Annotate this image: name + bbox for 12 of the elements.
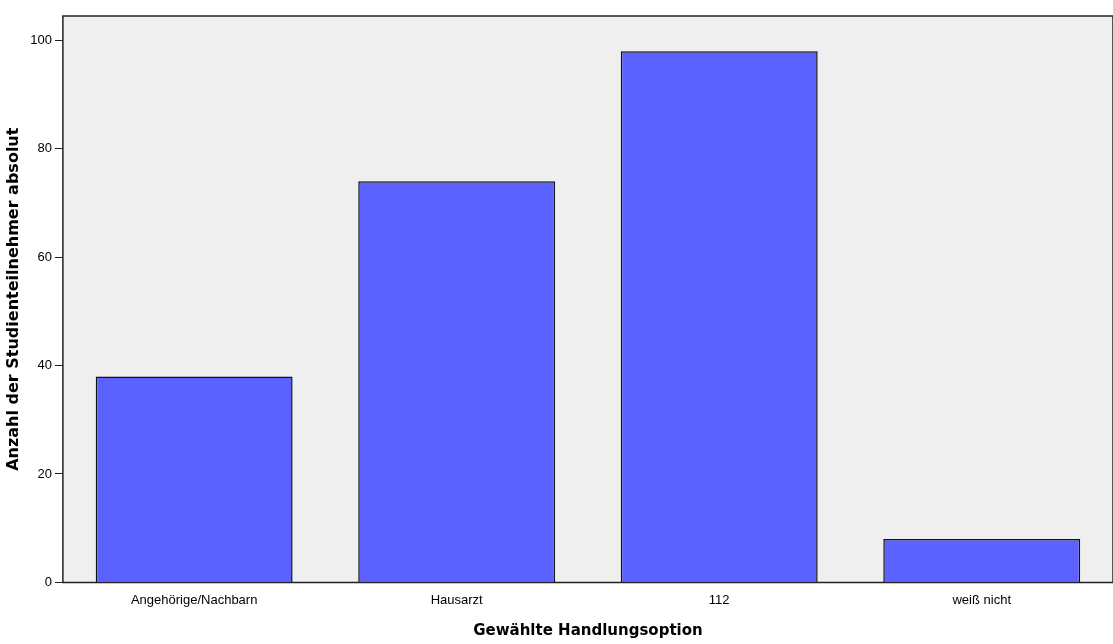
x-tick-label: weiß nicht [951,591,1012,607]
y-tick-label: 20 [37,465,52,481]
y-axis-title: Anzahl der Studienteilnehmer absolut [2,127,22,471]
y-tick-label: 40 [37,357,52,373]
x-tick-label: Hausarzt [430,591,484,607]
y-tick-label: 60 [37,248,52,264]
x-axis-title: Gewählte Handlungsoption [473,620,703,639]
y-tick-label: 80 [37,140,52,156]
x-tick-label: 112 [708,591,730,607]
y-tick-label: 100 [30,31,52,47]
y-tick-label: 0 [44,573,52,589]
x-tick-label: Angehörige/Nachbarn [130,591,258,607]
